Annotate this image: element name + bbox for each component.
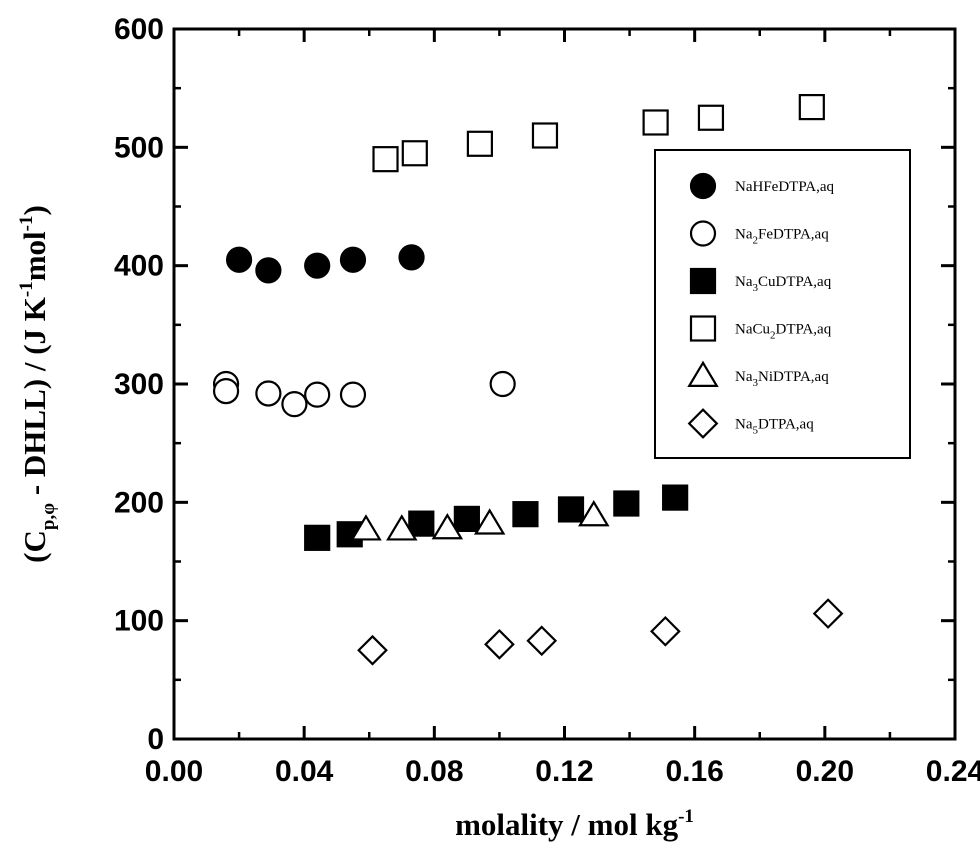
data-point <box>386 514 418 541</box>
data-point <box>512 501 539 528</box>
data-point <box>408 510 435 537</box>
x-axis-ticks: 0.00 0.04 0.08 0.12 0.16 0.20 0.24 <box>145 29 980 788</box>
legend-box <box>654 149 911 459</box>
legend-marker <box>687 360 719 387</box>
y-tick-label: 200 <box>114 486 164 519</box>
data-point <box>662 484 689 511</box>
x-tick-label: 0.00 <box>145 755 203 788</box>
legend-entry: Na2FeDTPA,aq <box>689 220 829 247</box>
legend-marker <box>689 172 717 200</box>
legend-marker <box>687 408 719 439</box>
data-point <box>642 109 669 136</box>
data-point <box>466 130 493 157</box>
data-point <box>526 625 558 657</box>
legend-label: Na5DTPA,aq <box>735 417 814 437</box>
data-point <box>650 615 681 647</box>
data-point <box>281 391 308 418</box>
legend-entry: Na3NiDTPA,aq <box>687 360 829 389</box>
legend-marker <box>689 315 717 342</box>
data-point <box>798 93 825 121</box>
data-point <box>578 500 610 527</box>
y-tick-label: 300 <box>114 368 164 401</box>
data-point <box>531 122 559 149</box>
legend-entry: Na3CuDTPA,aq <box>689 267 832 295</box>
data-point <box>473 508 506 535</box>
data-point <box>255 257 282 284</box>
data-points <box>212 93 844 666</box>
data-point <box>812 598 844 629</box>
data-point <box>489 370 516 398</box>
data-point <box>339 381 367 408</box>
y-tick-label: 400 <box>114 250 164 283</box>
legend-entry: NaHFeDTPA,aq <box>689 172 835 200</box>
data-point <box>304 524 331 551</box>
legend-label: Na3CuDTPA,aq <box>735 274 832 294</box>
y-axis-ticks: 0 100 200 300 400 500 600 <box>114 13 955 756</box>
legend-marker <box>689 220 717 247</box>
data-point <box>255 380 282 407</box>
series-open-triangle <box>350 500 610 541</box>
data-point <box>398 244 425 271</box>
data-point <box>557 496 585 523</box>
x-tick-label: 0.04 <box>275 755 334 788</box>
x-tick-label: 0.20 <box>796 755 854 788</box>
legend-entry: Na5DTPA,aq <box>687 408 814 439</box>
data-point <box>613 490 640 517</box>
data-point <box>225 246 253 273</box>
data-point <box>372 146 399 173</box>
legend-label: Na3NiDTPA,aq <box>735 369 829 389</box>
y-tick-label: 100 <box>114 605 164 638</box>
series-filled-square <box>304 484 689 551</box>
x-tick-label: 0.12 <box>535 755 593 788</box>
series-filled-circle <box>225 244 425 284</box>
series-open-square <box>372 93 825 173</box>
y-tick-label: 600 <box>114 13 164 46</box>
legend-label: NaHFeDTPA,aq <box>735 179 835 195</box>
data-point <box>484 628 515 660</box>
series-open-diamond <box>357 598 844 666</box>
y-tick-label: 0 <box>147 723 164 756</box>
data-point <box>304 252 331 279</box>
data-point <box>357 634 388 666</box>
data-point <box>212 378 240 405</box>
legend-marker <box>689 267 717 295</box>
data-point <box>431 513 464 540</box>
data-point <box>350 514 382 541</box>
series-open-circle <box>212 370 516 418</box>
legend-label: NaCu2DTPA,aq <box>735 322 832 342</box>
y-tick-label: 500 <box>114 131 164 164</box>
data-point <box>339 246 367 273</box>
y-axis-title: (Cp,φ - DHLL) / (J K-1mol-1) <box>16 205 59 563</box>
data-point <box>453 505 480 532</box>
legend-label: Na2FeDTPA,aq <box>735 227 829 247</box>
x-tick-label: 0.24 <box>926 755 980 788</box>
data-point <box>304 381 331 408</box>
legend: NaHFeDTPA,aq Na2FeDTPA,aq Na3CuDTPA,aq NaCu… <box>654 149 911 459</box>
x-tick-label: 0.08 <box>405 755 463 788</box>
x-tick-label: 0.16 <box>665 755 723 788</box>
plot-frame <box>172 27 957 741</box>
data-point <box>697 104 725 131</box>
x-axis-title: molality / mol kg-1 <box>455 806 694 842</box>
legend-entry: NaCu2DTPA,aq <box>689 315 832 342</box>
data-point <box>401 140 428 167</box>
